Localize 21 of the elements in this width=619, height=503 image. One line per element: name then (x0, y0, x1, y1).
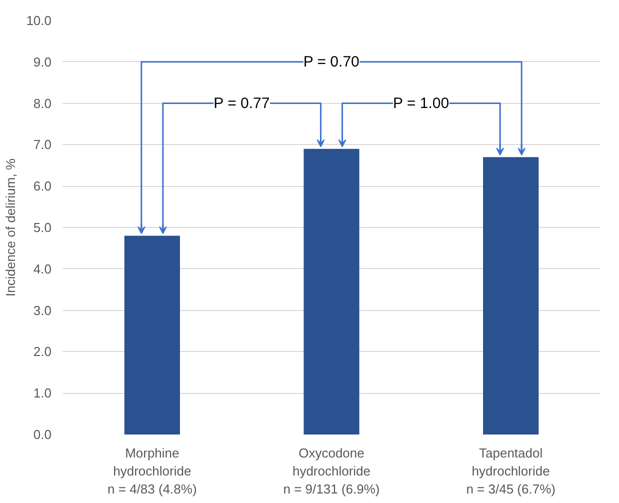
annotation: P = 0.70 (303, 53, 360, 70)
annotation: P = 1.00 (393, 94, 450, 112)
y-tick-label: 10.0 (26, 13, 52, 28)
y-tick-label: 9.0 (33, 54, 52, 70)
y-tick-label: 7.0 (33, 137, 52, 152)
y-tick-label: 6.0 (33, 178, 52, 194)
y-tick-label: 1.0 (33, 386, 52, 401)
y-tick-label: 3.0 (33, 302, 52, 318)
y-axis-title: Incidence of delirium, % (3, 158, 18, 297)
y-tick-label: 2.0 (33, 344, 52, 360)
x-tick-label: Morphine hydrochloride n = 4/83 (4.8%) (108, 446, 197, 496)
bar (124, 236, 180, 434)
x-tick-label: Oxycodone hydrochloride n = 9/131 (6.9%) (283, 446, 380, 496)
annotation: P = 0.77 (214, 94, 270, 112)
bar (483, 157, 539, 434)
bar (304, 148, 360, 434)
y-tick-label: 4.0 (33, 261, 52, 276)
y-tick-label: 5.0 (33, 220, 52, 235)
x-tick-label: Tapentadol hydrochloride n = 3/45 (6.7%) (466, 446, 556, 496)
y-tick-label: 0.0 (33, 427, 52, 442)
y-tick-label: 8.0 (33, 96, 52, 111)
